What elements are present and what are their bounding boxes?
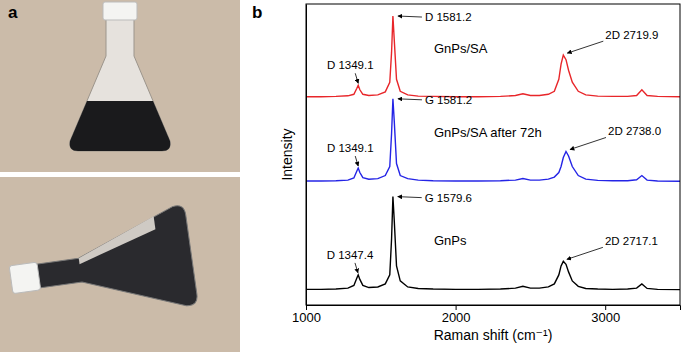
panel-a [0,0,240,352]
annotation-arrow [355,73,358,83]
y-axis [306,5,307,306]
annotation-arrow [567,247,603,259]
y-axis-line [306,5,307,306]
flask-glass [29,205,198,326]
series-label: GnPs/SA [434,41,488,56]
photo [0,177,240,352]
x-tick: 1000 [292,305,321,325]
annotation-label: 2D 2717.1 [605,235,658,247]
x-axis: 1000 2000 3000 [292,305,680,325]
annotation-label: D 1347.4 [327,249,374,261]
annotation-arrow [398,16,422,17]
x-tick: 2000 [442,305,471,325]
plot-frame [306,4,680,305]
annotation-label: 2D 2738.0 [608,125,661,137]
spectrum-line [306,197,680,290]
flask-liquid [70,101,171,151]
y-axis-title: Intensity [279,128,295,180]
flask-air [74,216,158,264]
x-tick-label: 1000 [292,310,321,325]
annotation-label: D 1581.2 [425,11,472,23]
panel-label: b [252,3,262,22]
flask [70,2,171,151]
flask-glass [70,16,171,151]
annotation-arrow [398,99,422,100]
panel-label: a [8,3,18,22]
figure: a b 1000 2000 3000 Raman shift (cm⁻¹) Intensit… [0,0,685,352]
photo [0,0,240,172]
x-tick-label: 2000 [442,310,471,325]
annotation-label: G 1581.2 [425,94,472,106]
annotation-arrow [570,137,606,149]
series-label: GnPs [434,233,467,248]
spectrum-line [306,99,680,181]
x-axis-line [307,306,681,311]
x-axis-title: Raman shift (cm⁻¹) [434,327,553,343]
plot-lines [306,16,680,290]
x-tick-label: 3000 [591,310,620,325]
annotation-arrow [398,197,422,198]
annotation-label: G 1579.6 [425,192,472,204]
annotation-label: 2D 2719.9 [605,29,658,41]
flask-stopper [103,2,137,20]
x-tick: 3000 [591,305,620,325]
annotation-arrow [355,156,358,166]
photo-background [0,0,240,172]
photo-background [0,177,240,352]
flask [4,205,198,330]
annotation-arrow [567,41,603,53]
spectrum-line [306,16,680,97]
annotation-label: D 1349.1 [327,59,374,71]
flask-stopper [9,262,41,294]
annotations: GnPs/SA D 1349.1 D 1581.2 2D 2719.9 GnPs/SA … [327,11,661,273]
annotation-arrow [355,263,358,273]
series-label: GnPs/SA after 72h [434,125,542,140]
annotation-label: D 1349.1 [327,142,374,154]
